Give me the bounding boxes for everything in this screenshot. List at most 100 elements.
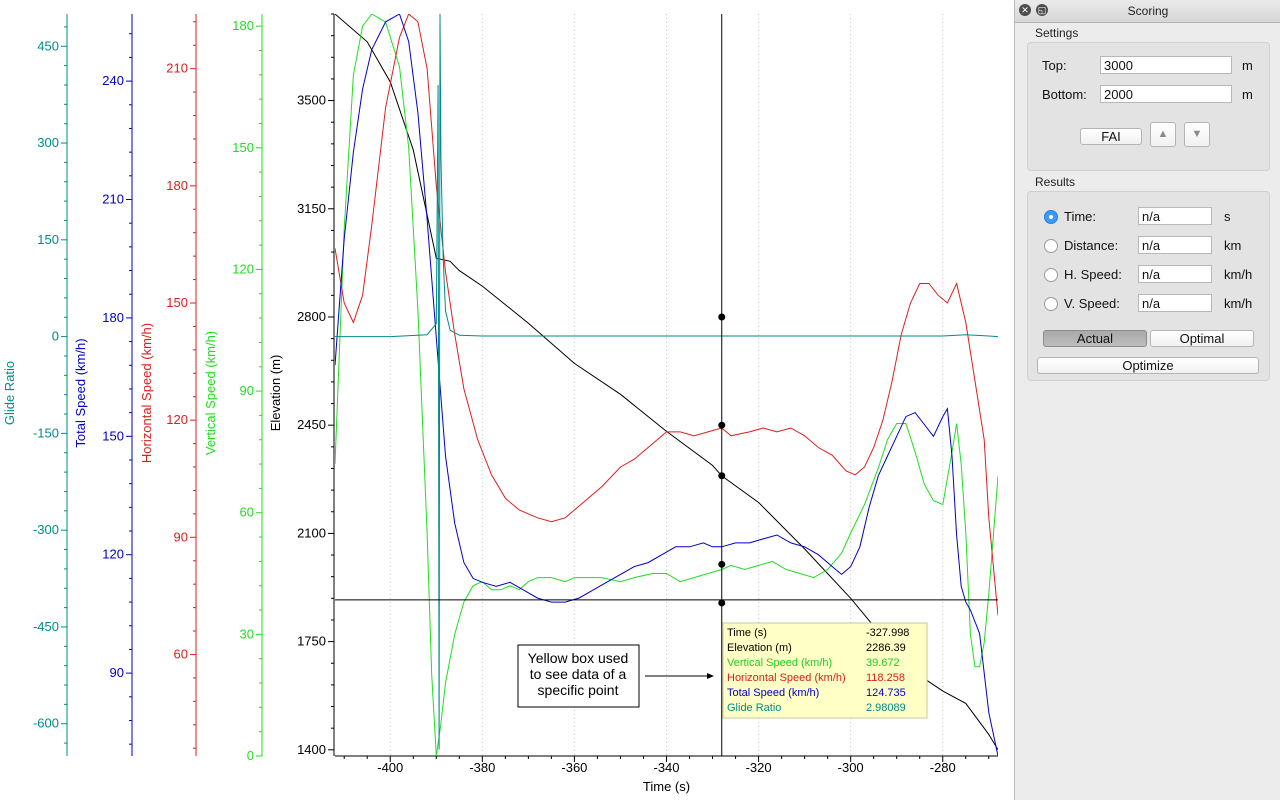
y-tick-label: 3150 [297,201,326,216]
h-speed-label: H. Speed: [1064,267,1122,282]
tooltip-label: Vertical Speed (km/h) [727,657,832,669]
y-tick-label: 90 [240,383,254,398]
x-axis-title: Time (s) [643,779,690,794]
down-arrow-icon: ▼ [1191,128,1203,140]
top-unit: m [1242,58,1253,73]
y-axis-title: Elevation (m) [268,355,283,432]
y-tick-label: 60 [174,646,188,661]
annotation-line: specific point [538,682,619,698]
y-tick-label: 300 [37,135,59,150]
v-speed-unit: km/h [1224,296,1253,311]
y-tick-label: 60 [240,505,254,520]
y-tick-label: 210 [102,192,124,207]
results-group: Time: n/a s Distance: n/a km H. Speed: n… [1027,191,1270,381]
cursor-point [718,599,726,607]
cursor-point [718,421,726,429]
x-tick-label: -380 [469,760,495,775]
tooltip-value: 124.735 [866,687,906,699]
y-tick-label: -450 [33,619,59,634]
y-tick-label: 2800 [297,309,326,324]
y-tick-label: 1400 [297,742,326,757]
top-label: Top: [1042,58,1067,73]
annotation-box [517,644,640,708]
y-tick-label: 210 [166,61,188,76]
y-axis-title: Glide Ratio [2,361,17,425]
up-button[interactable]: ▲ [1150,122,1176,147]
y-tick-label: 150 [166,295,188,310]
optimize-button[interactable]: Optimize [1037,357,1259,374]
y-tick-label: 3500 [297,93,326,108]
y-tick-label: -600 [33,716,59,731]
y-axis-title: Total Speed (km/h) [73,338,88,447]
y-tick-label: 1750 [297,634,326,649]
distance-radio[interactable] [1044,239,1058,253]
time-radio[interactable] [1044,210,1058,224]
close-icon[interactable]: ✕ [1019,4,1031,16]
y-tick-label: 90 [174,529,188,544]
y-tick-label: 0 [52,329,59,344]
y-tick-label: 180 [102,310,124,325]
tooltip-label: Glide Ratio [727,702,781,714]
tooltip-label: Horizontal Speed (km/h) [727,672,846,684]
tooltip-label: Elevation (m) [727,642,792,654]
distance-unit: km [1224,238,1242,253]
actual-button[interactable]: Actual [1043,330,1147,347]
arrow-head-icon [707,673,714,679]
x-tick-label: -400 [377,760,403,775]
tooltip-value: 39.672 [866,657,900,669]
annotation-line: to see data of a [530,666,627,682]
h-speed-radio[interactable] [1044,268,1058,282]
y-axis-title: Horizontal Speed (km/h) [139,323,154,463]
up-arrow-icon: ▲ [1157,128,1169,140]
bottom-unit: m [1242,87,1253,102]
y-tick-label: 180 [232,18,254,33]
v-speed-value[interactable]: n/a [1138,294,1212,312]
v-speed-radio[interactable] [1044,297,1058,311]
y-tick-label: 120 [166,412,188,427]
bottom-label: Bottom: [1042,87,1087,102]
horizontal-speed-axis: 60 90 120 150 180 210 Horizontal Speed (km/h) [139,14,197,756]
y-tick-label: 240 [102,73,124,88]
results-group-label: Results [1035,175,1076,189]
y-tick-label: 150 [37,232,59,247]
horizontal-speed-series-line [335,14,998,616]
time-value[interactable]: n/a [1138,207,1212,225]
h-speed-unit: km/h [1224,267,1253,282]
x-tick-label: -320 [746,760,772,775]
y-tick-label: 180 [166,178,188,193]
fai-button[interactable]: FAI [1080,128,1142,145]
top-input[interactable]: 3000 [1100,56,1232,74]
tooltip-label: Total Speed (km/h) [727,687,819,699]
vertical-speed-series-line [335,14,998,756]
time-label: Time: [1064,209,1097,224]
distance-value[interactable]: n/a [1138,236,1212,254]
y-tick-label: 90 [110,665,124,680]
scoring-panel: ✕ ◱ Scoring Settings Top: 3000 m Bottom:… [1014,0,1280,800]
distance-label: Distance: [1064,238,1119,253]
bottom-input[interactable]: 2000 [1100,85,1232,103]
y-tick-label: 0 [247,748,254,763]
vertical-speed-axis: 0 30 60 90 120 150 180 Vertical Speed (km/h) [203,14,263,763]
x-tick-label: -360 [561,760,587,775]
tooltip-value: -327.998 [866,627,909,639]
y-tick-label: 30 [240,626,254,641]
y-tick-label: -300 [33,522,59,537]
tooltip-box [722,622,928,719]
x-tick-label: -340 [653,760,679,775]
settings-group: Top: 3000 m Bottom: 2000 m FAI ▲ ▼ [1027,42,1270,171]
tooltip-value: 2.98089 [866,702,906,714]
v-speed-label: V. Speed: [1064,296,1120,311]
glide-ratio-axis: -600 -450 -300 -150 0 150 300 450 Glide Ratio [2,14,68,756]
tooltip-value: 2286.39 [866,642,906,654]
panel-titlebar: ✕ ◱ Scoring [1015,0,1280,23]
restore-icon[interactable]: ◱ [1036,4,1048,16]
optimal-button[interactable]: Optimal [1150,330,1254,347]
y-tick-label: 120 [232,261,254,276]
h-speed-value[interactable]: n/a [1138,265,1212,283]
y-tick-label: 2100 [297,525,326,540]
down-button[interactable]: ▼ [1184,122,1210,147]
glide-ratio-series-line [335,14,998,750]
y-tick-label: 450 [37,38,59,53]
annotation-line: Yellow box used [528,650,629,666]
